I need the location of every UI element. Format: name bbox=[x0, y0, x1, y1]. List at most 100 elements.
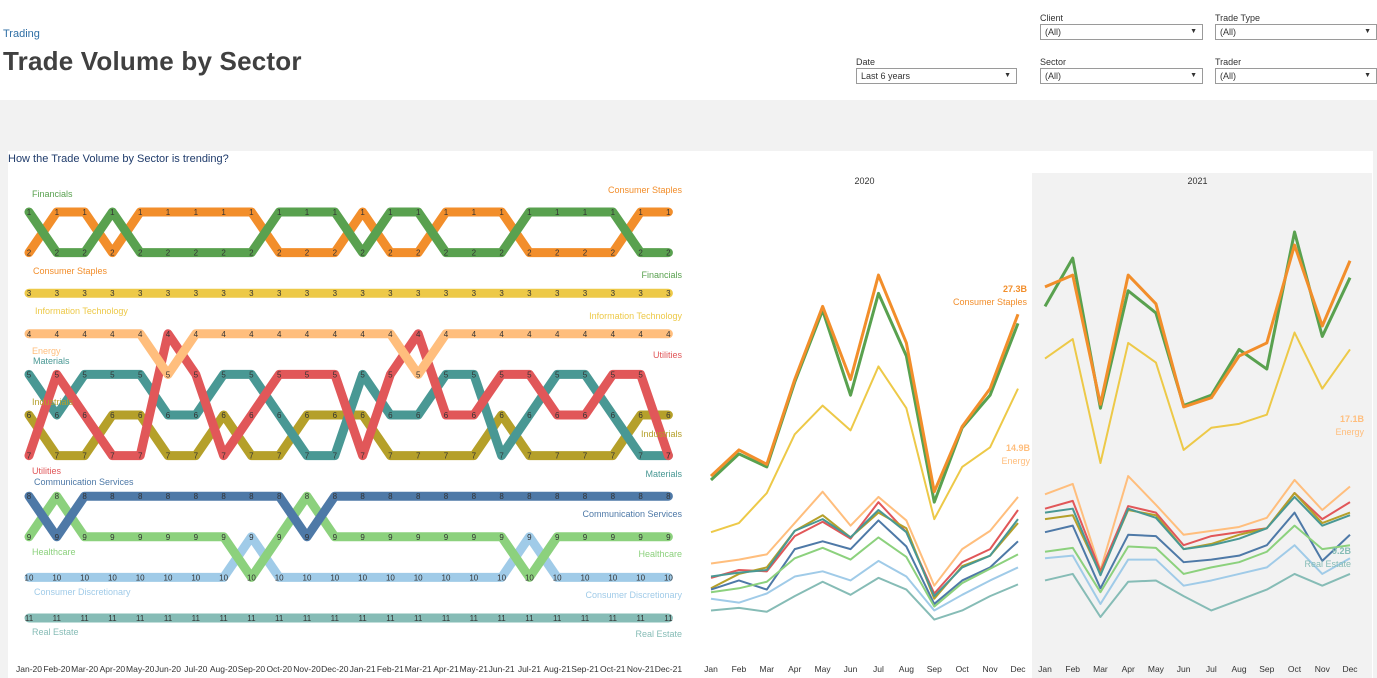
bump-rank-label: 5 bbox=[82, 370, 87, 379]
line-x-tick: Mar bbox=[1093, 664, 1108, 674]
breadcrumb[interactable]: Trading bbox=[3, 28, 40, 40]
bump-rank-label: 11 bbox=[414, 614, 423, 623]
bump-rank-label: 9 bbox=[416, 533, 421, 542]
line-x-tick: Dec bbox=[1010, 664, 1026, 674]
trade-type-select[interactable]: (All) ▼ bbox=[1215, 24, 1377, 40]
bump-rank-label: 9 bbox=[527, 533, 532, 542]
bump-rank-label: 7 bbox=[305, 452, 310, 461]
bump-rank-label: 4 bbox=[277, 330, 282, 339]
bump-rank-label: 1 bbox=[666, 208, 671, 217]
bump-rank-label: 10 bbox=[108, 573, 117, 582]
bump-rank-label: 9 bbox=[27, 533, 32, 542]
bump-rank-label: 11 bbox=[358, 614, 367, 623]
line-x-tick: Feb bbox=[1065, 664, 1080, 674]
bump-rank-label: 10 bbox=[247, 573, 256, 582]
bump-rank-label: 6 bbox=[277, 411, 282, 420]
chart-svg[interactable]: 12 212 2 2 2 21 1 121 12 2 21 1 1 12 221 121 1 1 1 12 2 212 21… bbox=[8, 151, 1373, 678]
line-x-tick: Apr bbox=[1122, 664, 1135, 674]
line-x-tick: May bbox=[1148, 664, 1165, 674]
bump-rank-label: 4 bbox=[444, 330, 449, 339]
bump-rank-label: 10 bbox=[358, 573, 367, 582]
bump-rank-label: 3 bbox=[472, 289, 477, 298]
trader-select[interactable]: (All) ▼ bbox=[1215, 68, 1377, 84]
bump-rank-label: 6 bbox=[166, 411, 171, 420]
bump-rank-label: 8 bbox=[666, 492, 671, 501]
bump-rank-label: 7 bbox=[138, 452, 143, 461]
bump-rank-label: 10 bbox=[386, 573, 395, 582]
sector-filter: Sector (All) ▼ bbox=[1040, 56, 1203, 84]
bump-rank-label: 2 bbox=[82, 249, 87, 258]
bump-rank-label: 3 bbox=[499, 289, 504, 298]
bump-rank-label: 1 bbox=[444, 208, 449, 217]
line-series-information-technology-2020 bbox=[710, 365, 1019, 534]
bump-rank-label: 9 bbox=[249, 533, 254, 542]
bump-x-tick: Aug-20 bbox=[210, 664, 238, 674]
bump-rank-label: 7 bbox=[221, 452, 226, 461]
bump-rank-label: 7 bbox=[472, 452, 477, 461]
bump-rank-label: 4 bbox=[666, 330, 671, 339]
date-select[interactable]: Last 6 years ▼ bbox=[856, 68, 1017, 84]
bump-rank-label: 1 bbox=[27, 208, 32, 217]
bump-rank-label: 3 bbox=[277, 289, 282, 298]
bump-left-label: Financials bbox=[32, 189, 73, 199]
bump-rank-label: 8 bbox=[82, 492, 87, 501]
bump-rank-label: 2 bbox=[583, 249, 588, 258]
bump-rank-label: 4 bbox=[499, 330, 504, 339]
bump-rank-label: 3 bbox=[221, 289, 226, 298]
bump-rank-label: 1 bbox=[221, 208, 226, 217]
client-select-value: (All) bbox=[1045, 27, 1061, 37]
bump-rank-label: 4 bbox=[166, 330, 171, 339]
bump-x-tick: Oct-21 bbox=[600, 664, 626, 674]
bump-x-tick: Mar-20 bbox=[71, 664, 98, 674]
annotation-value: 14.9B bbox=[1006, 443, 1031, 453]
client-filter-label: Client bbox=[1040, 13, 1064, 23]
chevron-down-icon: ▼ bbox=[1190, 72, 1197, 79]
bump-rank-label: 4 bbox=[82, 330, 87, 339]
bump-rank-label: 8 bbox=[305, 492, 310, 501]
bump-rank-label: 9 bbox=[138, 533, 143, 542]
bump-rank-label: 11 bbox=[553, 614, 562, 623]
bump-rank-label: 5 bbox=[110, 370, 115, 379]
bump-rank-label: 5 bbox=[166, 370, 171, 379]
bump-rank-label: 3 bbox=[388, 289, 393, 298]
bump-rank-label: 4 bbox=[638, 330, 643, 339]
bump-rank-label: 1 bbox=[194, 208, 199, 217]
bump-rank-label: 11 bbox=[303, 614, 312, 623]
bump-rank-label: 3 bbox=[249, 289, 254, 298]
line-series-consumer-staples-2020 bbox=[709, 273, 1020, 494]
trade-type-filter: Trade Type (All) ▼ bbox=[1215, 12, 1377, 40]
bump-rank-label: 2 bbox=[527, 249, 532, 258]
bump-rank-label: 10 bbox=[25, 573, 34, 582]
bump-rank-label: 8 bbox=[472, 492, 477, 501]
bump-rank-label: 7 bbox=[249, 452, 254, 461]
bump-rank-label: 6 bbox=[611, 411, 616, 420]
line-series-materials-2021 bbox=[1044, 495, 1351, 577]
bump-rank-label: 11 bbox=[664, 614, 673, 623]
bump-rank-label: 10 bbox=[330, 573, 339, 582]
bump-rank-label: 10 bbox=[497, 573, 506, 582]
bump-x-tick: Jul-20 bbox=[184, 664, 207, 674]
bump-left-label: Information Technology bbox=[35, 306, 128, 316]
bump-rank-label: 8 bbox=[138, 492, 143, 501]
line-series-healthcare-2020 bbox=[710, 536, 1019, 608]
bump-rank-label: 10 bbox=[136, 573, 145, 582]
bump-rank-label: 7 bbox=[527, 452, 532, 461]
bump-rank-label: 8 bbox=[388, 492, 393, 501]
bump-right-label: Communication Services bbox=[582, 509, 682, 519]
bump-rank-label: 2 bbox=[416, 249, 421, 258]
client-select[interactable]: (All) ▼ bbox=[1040, 24, 1203, 40]
bump-rank-label: 2 bbox=[666, 249, 671, 258]
bump-rank-label: 3 bbox=[416, 289, 421, 298]
bump-line-healthcare bbox=[24, 491, 673, 582]
sector-select[interactable]: (All) ▼ bbox=[1040, 68, 1203, 84]
bump-rank-label: 7 bbox=[611, 452, 616, 461]
bump-rank-label: 7 bbox=[638, 452, 643, 461]
bump-rank-label: 7 bbox=[555, 452, 560, 461]
bump-rank-label: 10 bbox=[191, 573, 200, 582]
bump-rank-label: 8 bbox=[555, 492, 560, 501]
bump-rank-label: 1 bbox=[305, 208, 310, 217]
line-series-real-estate-2021 bbox=[1044, 572, 1351, 618]
bump-rank-label: 4 bbox=[138, 330, 143, 339]
bump-rank-label: 3 bbox=[138, 289, 143, 298]
bump-rank-label: 1 bbox=[499, 208, 504, 217]
